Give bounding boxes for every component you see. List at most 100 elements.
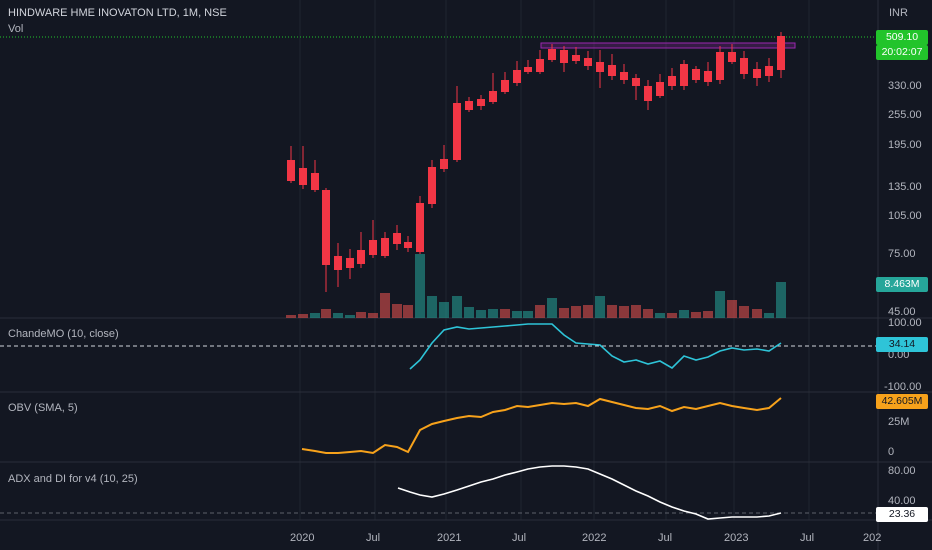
candle-body: [346, 258, 354, 268]
candlesticks: [287, 32, 785, 292]
adx-tick: 40.00: [888, 495, 916, 507]
symbol-title[interactable]: HINDWARE HME INOVATON LTD, 1M, NSE: [8, 7, 227, 19]
volume-bar: [571, 306, 581, 318]
candle-body: [524, 67, 532, 72]
candle-body: [596, 62, 604, 72]
volume-bar: [415, 254, 425, 318]
volume-bar: [727, 300, 737, 318]
candle-body: [299, 168, 307, 185]
candle-body: [656, 82, 664, 96]
candle-body: [644, 86, 652, 101]
candle-body: [404, 242, 412, 248]
candle-body: [560, 50, 568, 63]
candle-body: [513, 70, 521, 83]
time-tick: 2023: [724, 532, 749, 544]
volume-bar: [356, 312, 366, 318]
candle-body: [334, 256, 342, 270]
time-tick: 2022: [582, 532, 607, 544]
currency-label: INR: [889, 7, 908, 19]
price-tick: 135.00: [888, 181, 922, 193]
volume-bar: [739, 306, 749, 318]
candle-body: [716, 52, 724, 80]
volume-bar: [439, 302, 449, 318]
price-tick: 105.00: [888, 210, 922, 222]
volume-bar: [679, 310, 689, 318]
cmo-line: [409, 323, 782, 370]
volume-bar: [764, 313, 774, 318]
volume-bar: [715, 291, 725, 318]
price-tick: 255.00: [888, 109, 922, 121]
cmo-tick: -100.00: [884, 381, 922, 393]
volume-bar: [776, 282, 786, 318]
adx-tick: 80.00: [888, 465, 916, 477]
volume-bar: [631, 305, 641, 318]
volume-bar: [427, 296, 437, 318]
candle-body: [477, 99, 485, 106]
volume-bar: [703, 311, 713, 318]
volume-bar: [595, 296, 605, 318]
candle-body: [632, 78, 640, 86]
candle-body: [608, 65, 616, 76]
candle-body: [453, 103, 461, 160]
candle-body: [465, 101, 473, 110]
volume-bar: [655, 313, 665, 318]
candle-body: [489, 91, 497, 102]
volume-bar: [488, 309, 498, 318]
price-tick: 330.00: [888, 80, 922, 92]
volume-bar: [752, 309, 762, 318]
volume-bar: [559, 308, 569, 318]
candle-body: [728, 52, 736, 62]
volume-bar: [380, 293, 390, 318]
volume-bar: [547, 298, 557, 318]
volume-bar: [476, 310, 486, 318]
adx-legend[interactable]: ADX and DI for v4 (10, 25): [8, 473, 138, 485]
volume-bar: [523, 311, 533, 318]
volume-label[interactable]: Vol: [8, 23, 24, 35]
resistance-zone: [540, 42, 796, 49]
volume-value-tag: 8.463M: [876, 277, 928, 292]
volume-bar: [691, 312, 701, 318]
price-tick: 75.00: [888, 248, 916, 260]
adx-value-tag: 23.36: [876, 507, 928, 522]
time-tick: Jul: [658, 532, 673, 544]
cmo-value-tag: 34.14: [876, 337, 928, 352]
obv-legend[interactable]: OBV (SMA, 5): [8, 402, 78, 414]
volume-bar: [333, 313, 343, 318]
volume-bar: [321, 309, 331, 318]
candle-body: [704, 71, 712, 82]
candle-body: [584, 58, 592, 66]
countdown-tag: 20:02:07: [876, 45, 928, 60]
candle-body: [416, 203, 424, 252]
indicator-lines: [301, 323, 782, 520]
time-tick: 2020: [290, 532, 315, 544]
candle-body: [393, 233, 401, 244]
candle-body: [620, 72, 628, 80]
volume-bar: [583, 305, 593, 318]
volume-bar: [286, 315, 296, 318]
candle-body: [322, 190, 330, 265]
volume-bar: [464, 307, 474, 318]
volume-bar: [535, 305, 545, 318]
candle-body: [548, 49, 556, 60]
volume-bar: [512, 311, 522, 318]
candle-body: [765, 66, 773, 76]
time-tick: Jul: [512, 532, 527, 544]
cmo-legend[interactable]: ChandeMO (10, close): [8, 328, 119, 340]
volume-bar: [310, 313, 320, 318]
volume-bar: [607, 305, 617, 318]
candle-body: [692, 69, 700, 80]
time-tick: 202: [863, 532, 882, 544]
candle-body: [777, 36, 785, 70]
volume-bar: [403, 305, 413, 318]
volume-bar: [500, 309, 510, 318]
obv-line: [301, 397, 782, 455]
price-tick: 45.00: [888, 306, 916, 318]
time-tick: 2021: [437, 532, 462, 544]
candle-body: [753, 69, 761, 78]
candle-body: [369, 240, 377, 255]
candle-body: [668, 76, 676, 86]
candle-body: [740, 58, 748, 74]
volume-bar: [452, 296, 462, 318]
